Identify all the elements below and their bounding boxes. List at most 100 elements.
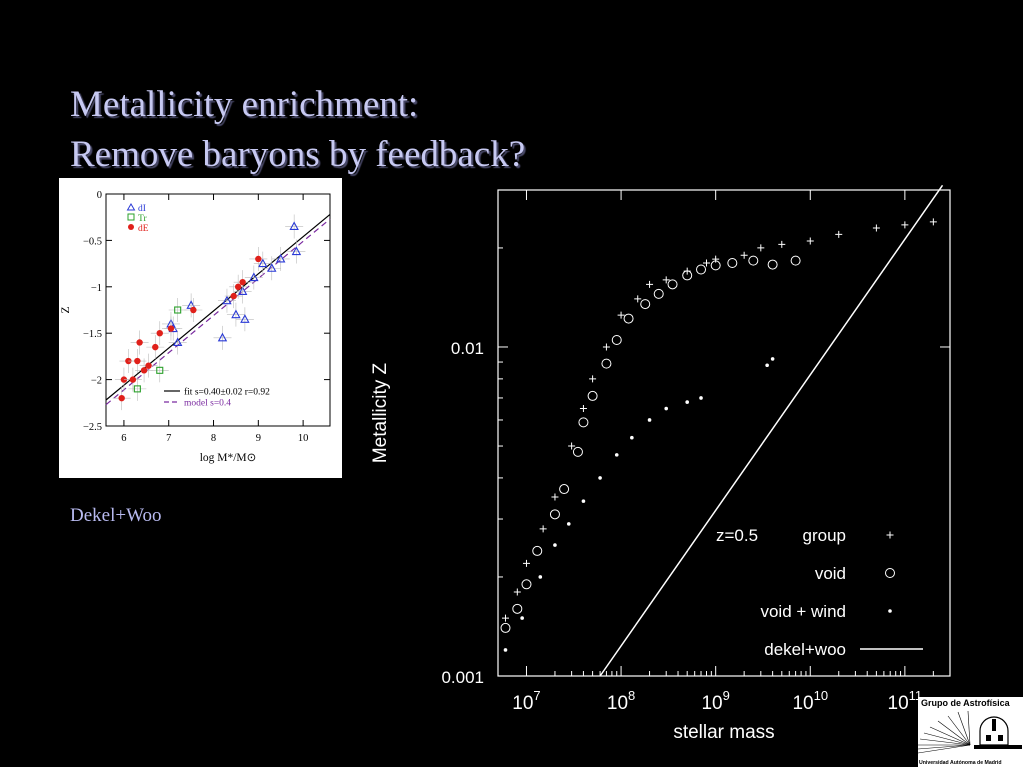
title-line-2: Remove baryons by feedback? [70,134,526,175]
inset-point-dE [239,278,246,286]
main-chart: 107 108 109 1010 1011 0.01 0.001 stellar mass Me… [370,184,951,743]
inset-plot-frame [105,193,331,427]
observatory-dome-icon [918,710,1022,754]
inset-point-dE [140,367,148,374]
main-y-axis-label: Metallicity Z [370,362,391,463]
inset-point-dE [190,306,197,314]
main-point-plus [617,311,625,319]
inset-legend-label-dE: dE [138,224,149,234]
main-legend-label-line: dekel+woo [764,640,846,659]
inset-caption: Dekel+Woo [70,505,162,526]
main-legend-label-open-circle: void [815,564,846,583]
inset-point-dI [237,286,248,295]
main-dekel-woo-line [599,184,944,677]
inset-y-tick-label: −2 [91,376,102,387]
main-point-dot [553,543,557,547]
inset-x-tick-label: 8 [211,433,216,444]
inset-legend-label-dashed: model s=0.4 [184,399,231,409]
main-point-dot [630,435,634,440]
main-point-open-circle [640,299,651,310]
main-point-plus [872,224,880,232]
main-point-dot [520,616,524,620]
main-point-open-circle [572,446,583,457]
main-y-tick-label: 0.01 [451,339,484,358]
main-point-plus [501,614,509,622]
main-point-plus [806,237,814,245]
inset-point-dI [258,258,268,268]
inset-y-axis-label: Z [60,306,72,313]
inset-point-dI [222,295,232,305]
main-point-open-circle [549,509,560,520]
main-point-dot [647,418,652,422]
main-point-plus [579,405,587,413]
inset-point-dI [231,309,241,319]
inset-point-dE [255,255,262,263]
inset-point-dI [240,314,250,323]
main-point-dot [581,499,586,503]
main-point-dot [765,363,769,368]
main-point-dot [566,522,571,526]
inset-x-tick-label: 7 [166,433,171,444]
inset-x-axis-label: log M*/M⊙ [200,452,257,464]
inset-y-tick-label: −0.5 [83,236,102,247]
main-point-open-circle [623,313,634,324]
main-point-open-circle [682,270,693,281]
inset-point-dI [172,337,183,347]
main-point-open-circle [710,260,721,271]
main-point-plus [703,259,711,267]
inset-y-tick-label: −1.5 [83,329,102,340]
main-point-open-circle [578,417,589,428]
inset-point-dE [167,325,175,332]
main-x-tick-label: 107 [512,688,540,714]
main-point-open-circle [601,358,612,369]
main-legend-marker-dot [888,609,892,613]
main-point-open-circle [696,264,707,275]
inset-point-dI [249,272,259,282]
main-point-open-circle [521,579,532,590]
main-point-open-circle [587,390,598,401]
main-point-plus [602,343,610,351]
inset-point-dE [136,339,143,346]
main-point-plus [662,276,670,284]
inset-point-Tr [133,385,141,393]
inset-x-tick-label: 10 [298,433,309,444]
main-point-open-circle [500,622,511,633]
inset-point-dI [267,263,277,272]
main-point-dot [598,476,602,480]
main-point-plus [712,255,720,263]
inset-point-Tr [156,366,164,374]
main-point-open-circle [667,279,678,290]
title-line-1: Metallicity enrichment: [70,84,419,125]
main-point-plus [522,559,530,567]
inset-legend-marker-Tr [127,213,135,221]
inset-point-dI [289,221,299,231]
main-point-dot [503,648,508,652]
main-point-plus [646,280,654,288]
inset-point-dI [275,253,286,263]
inset-point-dE [134,357,141,365]
main-y-tick-label: 0.001 [441,668,484,687]
main-plot-frame [497,189,951,677]
main-point-dot [664,406,669,411]
inset-point-dE [152,343,159,351]
logo-bottom-text: Universidad Autónoma de Madrid [919,760,1002,766]
inset-x-tick-label: 9 [256,433,261,444]
main-point-plus [929,218,937,226]
inset-legend-label-dI: dI [138,204,146,214]
slide-title: Metallicity enrichment: Remove baryons b… [70,80,525,180]
inset-legend-label-solid: fit s=0.40±0.02 r=0.92 [184,387,270,398]
inset-y-tick-label: 0 [97,190,102,201]
inset-point-dE [145,362,152,369]
main-point-open-circle [727,257,738,268]
inset-line-dashed [105,218,331,406]
inset-x-tick-label: 6 [121,433,126,444]
main-point-dot [538,575,543,579]
main-point-plus [568,442,576,450]
inset-legend-marker-dE [128,224,134,230]
main-chart-panel: 107 108 109 1010 1011 0.01 0.001 stellar mass Me… [360,180,960,755]
main-point-open-circle [611,335,622,346]
inset-point-dE [129,376,137,383]
inset-legend-marker-dI [126,203,136,211]
